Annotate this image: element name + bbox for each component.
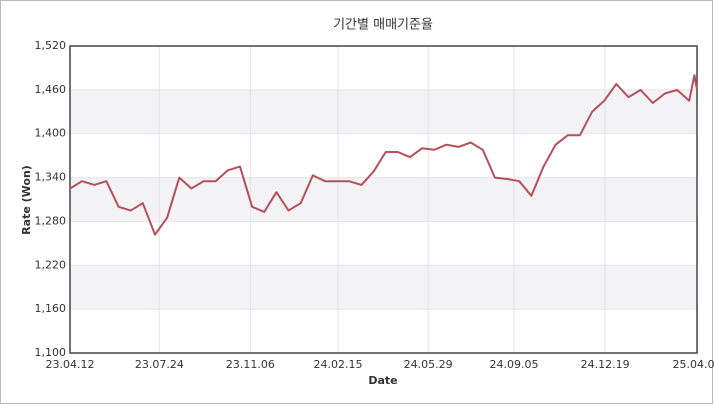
plot-border [69,45,698,354]
y-tick-label: 1,400 [35,127,67,140]
x-tick-label: 24.02.15 [313,358,362,371]
y-tick-label: 1,280 [35,214,67,227]
grid-band [70,89,697,134]
x-tick-label: 24.05.29 [404,358,453,371]
x-tick-label: 23.11.06 [226,358,275,371]
y-tick-label: 1,460 [35,83,67,96]
x-axis-label: Date [368,374,397,387]
grid-band [70,177,697,222]
y-axis-label: Rate (Won) [20,165,33,235]
y-tick-label: 1,340 [35,171,67,184]
x-tick-label: 23.04.12 [46,358,95,371]
grid-band [70,265,697,310]
y-tick-label: 1,220 [35,258,67,271]
x-tick-label: 24.09.05 [490,358,539,371]
y-tick-label: 1,160 [35,302,67,315]
y-tick-label: 1,100 [35,346,67,359]
chart-title: 기간별 매매기준율 [333,18,433,33]
x-tick-label: 24.12.19 [581,358,630,371]
y-tick-label: 1,520 [35,39,67,52]
data-line [69,74,698,236]
x-tick-label: 23.07.24 [135,358,184,371]
x-tick-label: 25.04.04 [673,358,715,371]
